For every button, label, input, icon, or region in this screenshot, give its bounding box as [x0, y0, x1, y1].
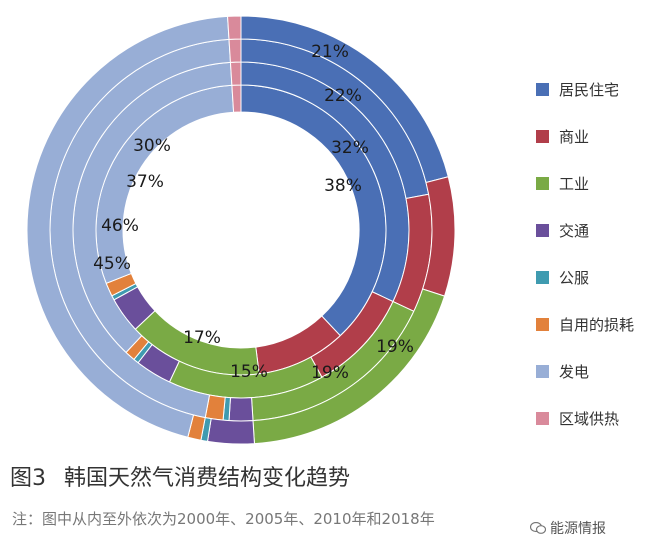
legend-item: 自用的损耗 [536, 301, 646, 348]
legend-item: 工业 [536, 160, 646, 207]
legend-item: 居民住宅 [536, 66, 646, 113]
legend-swatch [536, 177, 549, 190]
figure-caption: 图3 韩国天然气消费结构变化趋势 [10, 460, 350, 492]
data-label: 30% [133, 136, 171, 156]
donut-segment [229, 61, 242, 86]
labels-layer: 21% 22% 32% 38% 30% 37% 46% 45% 17% 15% 19% 19% [93, 42, 414, 383]
legend-label: 商业 [559, 128, 590, 146]
legend-swatch [536, 271, 549, 284]
data-label: 17% [183, 328, 221, 348]
legend-swatch [536, 83, 549, 96]
figure-note: 注：图中从内至外依次为2000年、2005年、2010年和2018年 [12, 510, 435, 528]
data-label: 19% [376, 337, 414, 357]
legend-item: 区域供热 [536, 395, 646, 442]
legend-item: 商业 [536, 113, 646, 160]
legend-label: 公服 [559, 269, 590, 287]
donut-chart: 21% 22% 32% 38% 30% 37% 46% 45% 17% 15% 19% 19% [26, 15, 456, 445]
watermark-text: 能源情报 [550, 521, 606, 537]
legend-item: 公服 [536, 254, 646, 301]
data-label: 19% [311, 363, 349, 383]
figure-title: 韩国天然气消费结构变化趋势 [64, 466, 351, 491]
data-label: 37% [126, 172, 164, 192]
legend-swatch [536, 365, 549, 378]
rings-layer [26, 15, 456, 445]
legend-label: 交通 [559, 222, 590, 240]
legend-label: 区域供热 [559, 410, 620, 428]
donut-segment [227, 15, 242, 40]
watermark: 能源情报 [530, 518, 606, 538]
data-label: 46% [101, 216, 139, 236]
legend: 居民住宅 商业 工业 交通 公服 自用的损耗 发电 区域供热 [536, 66, 646, 442]
data-label: 45% [93, 254, 131, 274]
legend-label: 工业 [559, 175, 590, 193]
data-label: 32% [331, 138, 369, 158]
legend-label: 发电 [559, 363, 590, 381]
legend-item: 交通 [536, 207, 646, 254]
data-label: 15% [230, 362, 268, 382]
donut-segment [231, 84, 242, 113]
data-label: 22% [324, 86, 362, 106]
legend-swatch [536, 130, 549, 143]
wechat-icon [530, 522, 546, 534]
legend-label: 居民住宅 [559, 81, 620, 99]
legend-label: 自用的损耗 [559, 316, 635, 334]
figure-number: 图3 [10, 466, 46, 491]
legend-swatch [536, 224, 549, 237]
legend-swatch [536, 412, 549, 425]
legend-item: 发电 [536, 348, 646, 395]
donut-segment [206, 418, 255, 445]
legend-swatch [536, 318, 549, 331]
donut-segment [228, 38, 242, 63]
data-label: 21% [311, 42, 349, 62]
data-label: 38% [324, 176, 362, 196]
donut-segment [228, 397, 254, 422]
